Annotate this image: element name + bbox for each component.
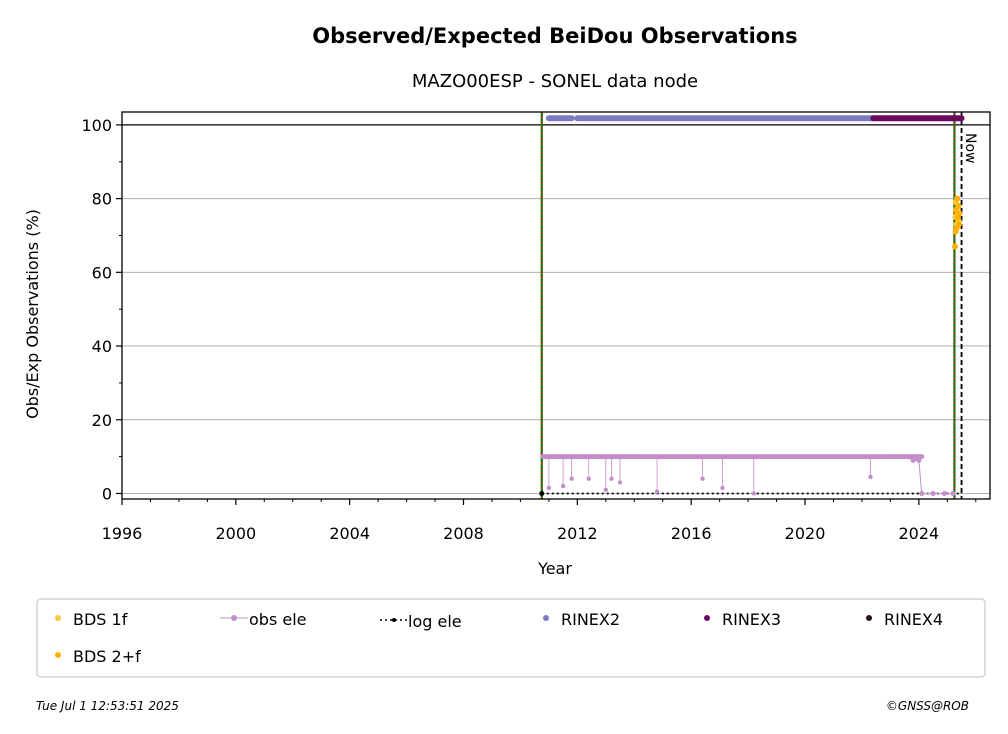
legend-marker-bds-2f bbox=[55, 652, 61, 658]
legend-label-bds-2f: BDS 2+f bbox=[73, 647, 141, 666]
plot-frame bbox=[121, 111, 991, 500]
now-label: Now bbox=[962, 133, 978, 164]
vertical-markers bbox=[540, 112, 963, 499]
axis-ticks: 0 20 40 60 80 100 1996 2000 2004 2008 2012 2016 2020… bbox=[81, 116, 977, 543]
legend-marker-log-ele bbox=[392, 618, 396, 622]
obs-ele-drop-point bbox=[603, 487, 609, 492]
legend-marker-obs-ele bbox=[231, 615, 237, 621]
obs-ele-drop-point bbox=[654, 489, 660, 494]
y-axis-label: Obs/Exp Observations (%) bbox=[23, 209, 42, 419]
y-tick-label: 60 bbox=[92, 263, 112, 282]
obs-ele-drop-point bbox=[720, 485, 725, 491]
obs-ele-tail-point bbox=[950, 490, 956, 497]
grid bbox=[122, 124, 990, 494]
legend-label-log-ele: log ele bbox=[408, 612, 462, 631]
legend-box bbox=[36, 598, 986, 678]
obs-ele-drop-point bbox=[586, 476, 591, 481]
obs-ele-drop-point bbox=[569, 476, 574, 481]
x-tick-label: 2020 bbox=[785, 524, 826, 543]
legend-label-bds-1f: BDS 1f bbox=[73, 610, 128, 629]
data-marks bbox=[539, 115, 965, 497]
bds-2-f-point bbox=[951, 243, 958, 250]
obs-ele-drop-point bbox=[617, 480, 623, 485]
x-tick-label: 2012 bbox=[557, 524, 598, 543]
chart-subtitle: MAZO00ESP - SONEL data node bbox=[412, 71, 698, 92]
legend-label-obs-ele: obs ele bbox=[249, 610, 307, 629]
legend-marker-rinex2 bbox=[543, 615, 549, 621]
log-ele-point bbox=[539, 490, 545, 496]
obs-ele-drop-point bbox=[609, 476, 614, 481]
legend-label-rinex3: RINEX3 bbox=[722, 610, 781, 629]
legend-label-rinex4: RINEX4 bbox=[884, 610, 943, 629]
obs-ele-drop-point bbox=[868, 474, 873, 480]
bds-2-f-point bbox=[955, 202, 962, 209]
obs-ele-tail-line bbox=[918, 460, 923, 494]
y-tick-label: 40 bbox=[92, 337, 112, 356]
obs-ele-drop-point bbox=[751, 491, 756, 496]
x-axis-label: Year bbox=[537, 559, 572, 578]
legend-label-rinex2: RINEX2 bbox=[561, 610, 620, 629]
obs-ele-drop-point bbox=[560, 483, 566, 489]
y-tick-label: 0 bbox=[102, 484, 112, 503]
footer-credit: ©GNSS@ROB bbox=[886, 699, 969, 713]
bds-2-f-point bbox=[955, 221, 962, 228]
x-tick-label: 2004 bbox=[329, 524, 370, 543]
legend-marker-rinex3 bbox=[704, 615, 710, 621]
x-tick-label: 2000 bbox=[215, 524, 256, 543]
legend-marker-bds-1f bbox=[55, 615, 61, 621]
legend-marker-rinex4 bbox=[866, 615, 872, 621]
y-tick-label: 20 bbox=[92, 411, 112, 430]
y-tick-label: 100 bbox=[81, 116, 112, 135]
footer-timestamp: Tue Jul 1 12:53:51 2025 bbox=[36, 699, 179, 713]
x-tick-label: 1996 bbox=[102, 524, 143, 543]
chart-title: Observed/Expected BeiDou Observations bbox=[312, 24, 797, 48]
y-tick-label: 80 bbox=[92, 190, 112, 209]
x-tick-label: 2008 bbox=[443, 524, 484, 543]
bds-2-f-point bbox=[954, 195, 961, 202]
x-tick-label: 2024 bbox=[898, 524, 939, 543]
bds-2-f-point bbox=[956, 210, 963, 217]
obs-ele-drop-point bbox=[700, 476, 705, 481]
x-tick-label: 2016 bbox=[671, 524, 712, 543]
obs-ele-drop-point bbox=[546, 485, 552, 491]
